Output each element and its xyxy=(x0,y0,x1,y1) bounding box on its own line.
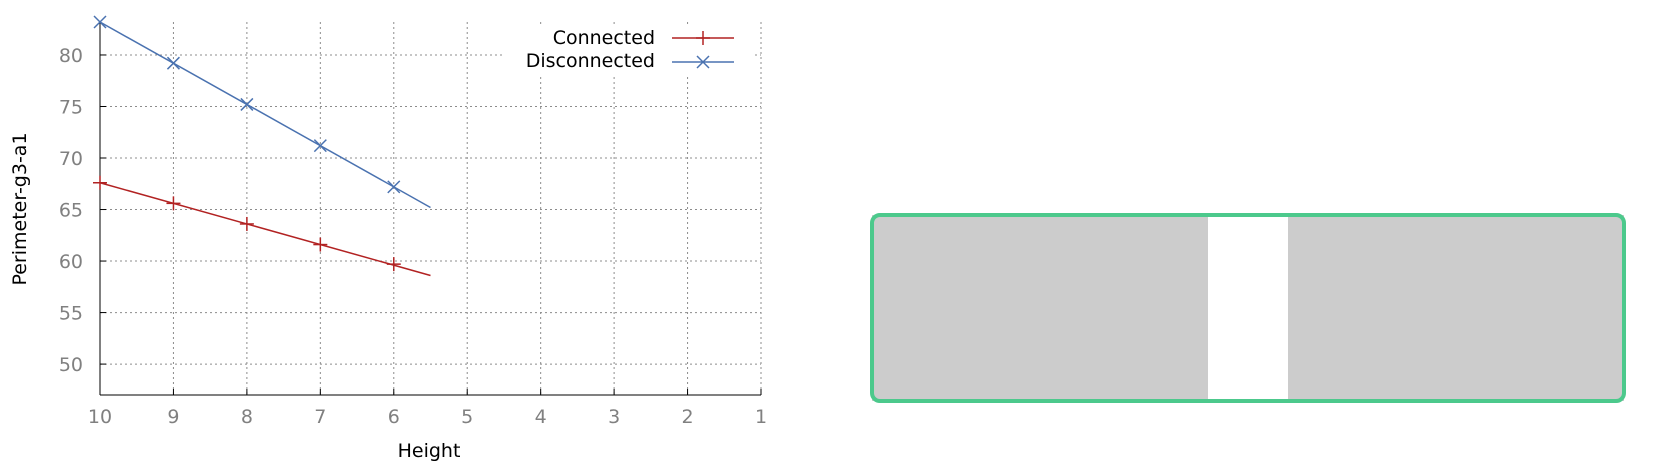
y-tick-label-55: 55 xyxy=(59,303,83,325)
y-tick-label-70: 70 xyxy=(59,148,83,170)
panel-block-right xyxy=(1288,215,1624,401)
x-axis-title: Height xyxy=(398,440,461,462)
x-tick-label-7: 7 xyxy=(314,406,326,428)
x-tick-label-2: 2 xyxy=(682,406,694,428)
legend-background xyxy=(505,24,755,74)
y-axis-title: Perimeter-g3-a1 xyxy=(9,132,31,285)
legend-label-disconnected: Disconnected xyxy=(526,50,655,72)
panel-block-left xyxy=(872,215,1208,401)
x-tick-label-10: 10 xyxy=(88,406,112,428)
data-point-connected-7 xyxy=(313,237,328,252)
x-tick-label-9: 9 xyxy=(167,406,179,428)
legend-label-connected: Connected xyxy=(553,27,655,49)
y-tick-labels: 50 55 60 65 70 75 80 xyxy=(59,45,83,376)
x-tick-label-6: 6 xyxy=(388,406,400,428)
y-tick-label-75: 75 xyxy=(59,96,83,118)
axes xyxy=(99,22,761,396)
legend-marker-disconnected xyxy=(696,55,710,69)
y-tick-label-65: 65 xyxy=(59,200,83,222)
series-line-connected xyxy=(99,182,431,277)
series-layer xyxy=(93,15,431,277)
data-point-disconnected-10 xyxy=(93,15,107,29)
legend-swatch-disconnected xyxy=(672,55,734,69)
data-point-connected-10 xyxy=(93,175,107,190)
legend: Connected Disconnected xyxy=(505,24,755,74)
series-line-disconnected xyxy=(99,21,431,209)
legend-marker-connected xyxy=(696,31,710,45)
x-tick-labels: 10 9 8 7 6 5 4 3 2 1 xyxy=(88,406,767,428)
x-tick-label-8: 8 xyxy=(241,406,253,428)
legend-swatch-connected xyxy=(672,31,734,45)
data-point-disconnected-8 xyxy=(240,97,254,111)
data-point-disconnected-7 xyxy=(313,139,327,153)
x-tick-label-4: 4 xyxy=(535,406,547,428)
panel-frame xyxy=(870,213,1626,403)
legend-swatches xyxy=(672,31,734,69)
y-tick-label-60: 60 xyxy=(59,251,83,273)
data-point-connected-9 xyxy=(166,196,181,211)
x-tick-label-1: 1 xyxy=(755,406,767,428)
data-point-disconnected-6 xyxy=(387,180,401,194)
y-tick-label-80: 80 xyxy=(59,45,83,67)
series-disconnected xyxy=(93,15,431,209)
x-tick-label-3: 3 xyxy=(608,406,620,428)
data-point-connected-6 xyxy=(386,257,401,272)
y-tick-label-50: 50 xyxy=(59,354,83,376)
side-panel xyxy=(870,213,1626,403)
series-connected xyxy=(93,175,431,277)
x-tick-label-5: 5 xyxy=(461,406,473,428)
data-point-connected-8 xyxy=(239,216,254,231)
grid xyxy=(99,22,762,395)
data-point-disconnected-9 xyxy=(166,56,180,70)
